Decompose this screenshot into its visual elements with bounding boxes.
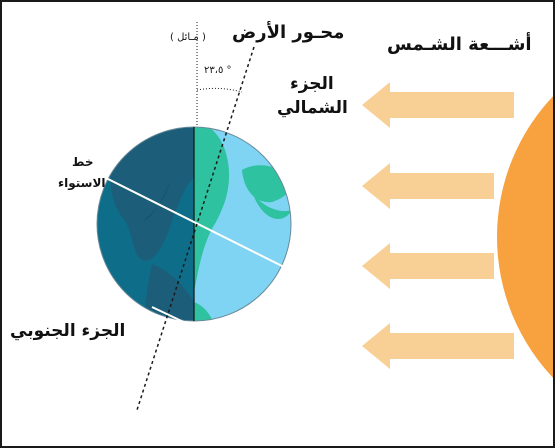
earth-globe (96, 111, 292, 326)
southern-part-label: الجزء الجنوبي (10, 321, 126, 341)
ray-arrow (362, 82, 514, 128)
equator-label-line2: الاستواء (58, 176, 106, 190)
equator-line (97, 173, 285, 268)
sun-rays (362, 82, 514, 369)
lower-latitude-line (151, 306, 191, 326)
upper-latitude-line (197, 111, 265, 143)
axis-tilted-note: ( مـائل ) (170, 32, 206, 43)
equator-label-line1: خط (72, 155, 94, 169)
ray-arrow (362, 323, 514, 369)
earth-axis (136, 22, 255, 411)
sun-rays-label: أشـــعة الشـمس (387, 34, 532, 55)
ray-arrow (362, 163, 494, 209)
tilt-angle-arc (196, 87, 243, 93)
northern-part-label-line1: الجزء (290, 74, 334, 94)
ray-arrow (362, 243, 494, 289)
northern-part-label-line2: الشمالي (277, 98, 348, 118)
tilt-angle-label: ٢٣،٥ ° (204, 65, 232, 76)
sun (497, 96, 553, 378)
earth-axis-label: محـور الأرض (232, 22, 345, 43)
